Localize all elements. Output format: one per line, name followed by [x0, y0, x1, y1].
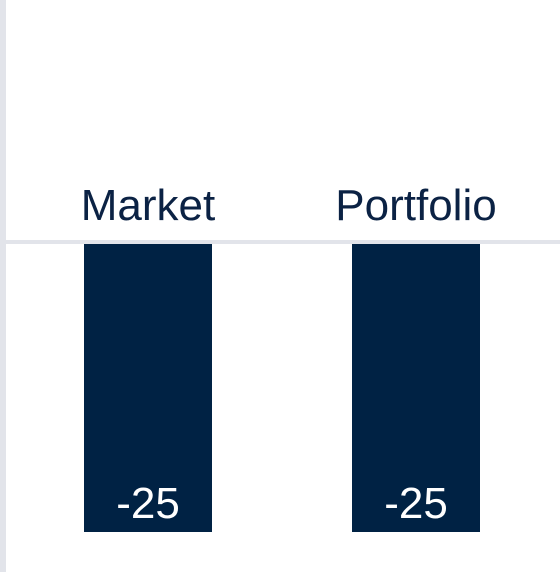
category-label-portfolio: Portfolio	[335, 181, 496, 230]
value-label-portfolio: -25	[384, 479, 448, 528]
bar-market	[84, 244, 212, 532]
bar-marks: Market -25 Portfolio -25	[81, 181, 497, 532]
left-axis-line	[0, 0, 6, 572]
bar-portfolio	[352, 244, 480, 532]
category-label-market: Market	[81, 181, 215, 230]
zero-baseline	[6, 240, 560, 244]
value-label-market: -25	[116, 479, 180, 528]
